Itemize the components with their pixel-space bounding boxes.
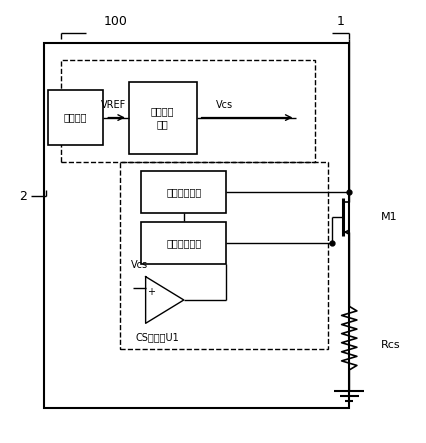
Text: +: + (147, 287, 154, 297)
Bar (60, 60, 314, 162)
Text: M1: M1 (380, 212, 397, 222)
Text: Rcs: Rcs (380, 339, 400, 350)
Text: 过温保护
模块: 过温保护 模块 (150, 106, 174, 129)
Text: Vcs: Vcs (130, 260, 147, 270)
Text: 2: 2 (19, 190, 26, 202)
Text: CS比较器U1: CS比较器U1 (135, 332, 178, 342)
Bar (128, 82, 196, 154)
Text: Vcs: Vcs (215, 100, 232, 109)
Bar (120, 162, 327, 349)
Text: VREF: VREF (101, 100, 126, 109)
Text: 1: 1 (336, 16, 344, 28)
Bar (141, 222, 226, 264)
Bar (44, 43, 348, 408)
Text: 消磁检测模块: 消磁检测模块 (166, 187, 201, 197)
Bar (48, 90, 103, 145)
Text: 100: 100 (104, 16, 127, 28)
Bar (141, 171, 226, 213)
Text: 逻辑处理单元: 逻辑处理单元 (166, 238, 201, 248)
Polygon shape (145, 276, 183, 323)
Text: 基准模块: 基准模块 (64, 113, 87, 123)
